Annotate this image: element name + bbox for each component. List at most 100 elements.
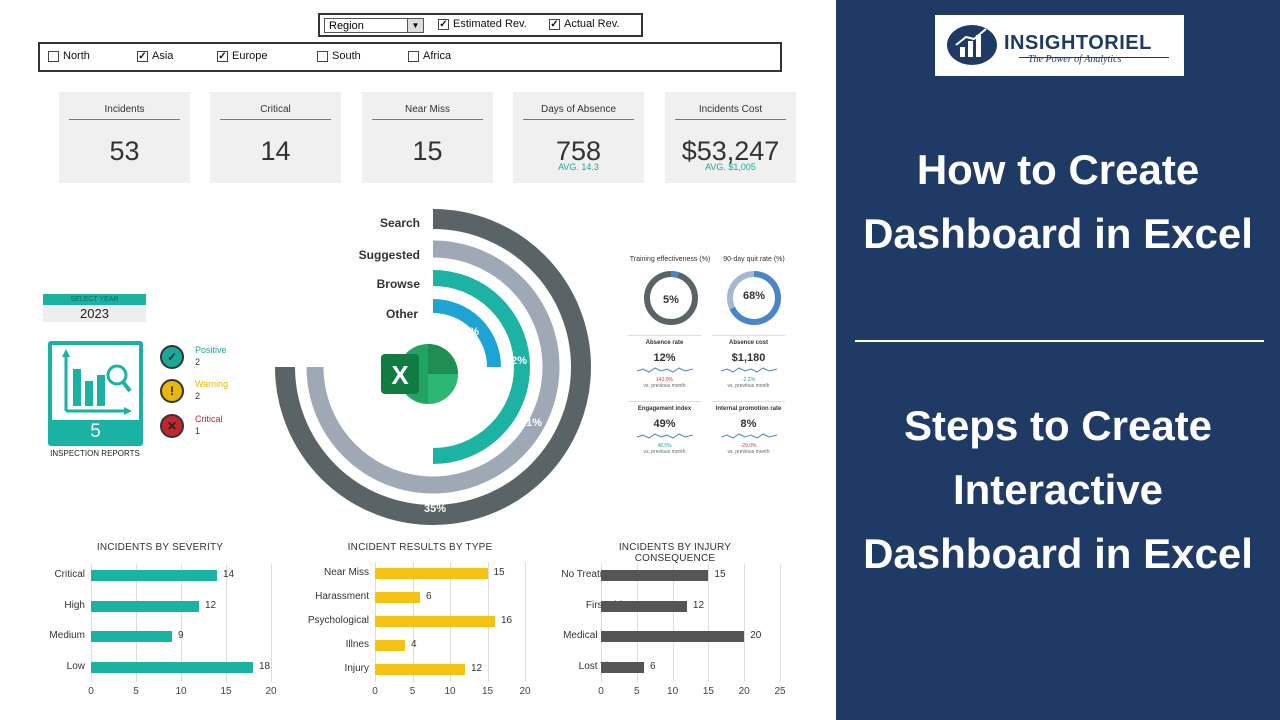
bar	[375, 640, 405, 651]
actual-rev-checkbox[interactable]: ✓ Actual Rev.	[549, 18, 619, 30]
kpi-card: Incidents 53	[59, 92, 190, 183]
donut-percent-other: 12%	[457, 326, 479, 338]
bar	[91, 631, 172, 642]
metric-title: Engagement index	[637, 406, 692, 412]
brand-name: INSIGHTORIEL	[1004, 32, 1152, 54]
bar	[375, 616, 495, 627]
checkbox-icon[interactable]: ✓	[217, 50, 228, 62]
region-checkbox-south[interactable]: South	[317, 50, 361, 62]
bar-value-label: 15	[714, 569, 726, 580]
metric-value: 12%	[653, 352, 676, 364]
kpi-card: Critical 14	[210, 92, 341, 183]
sparkline	[720, 367, 777, 373]
training-effectiveness-value: 5%	[663, 294, 679, 306]
metric-comparison: vs. previous month	[727, 383, 770, 389]
metric-card: Engagement index 49% 48.5% vs. previous mon…	[628, 401, 701, 464]
chevron-down-icon[interactable]: ▼	[407, 19, 423, 32]
metric-value: 8%	[740, 418, 757, 430]
metric-card: Absence rate 12% 142.0% vs. previous month	[628, 335, 701, 398]
category-label: Illnes	[345, 639, 369, 650]
bar-value-label: 6	[426, 591, 432, 602]
chart-title: INCIDENT RESULTS BY TYPE	[347, 542, 493, 553]
bar-value-label: 20	[750, 630, 762, 641]
inspection-label: INSPECTION REPORTS	[50, 449, 140, 458]
metric-value: 49%	[653, 418, 676, 430]
donut-percent-suggested: 31%	[520, 417, 542, 429]
bar	[375, 568, 488, 579]
gridline	[780, 564, 781, 682]
metric-delta: 142.0%	[656, 377, 673, 383]
status-count: 1	[195, 426, 201, 436]
kpi-label: Critical	[220, 104, 331, 120]
region-dropdown[interactable]: Region ▼	[324, 18, 424, 33]
metric-comparison: vs. previous month	[643, 383, 686, 389]
metric-title: Absence cost	[728, 340, 768, 346]
quit-rate-title: 90-day quit rate (%)	[723, 256, 785, 263]
metric-delta: -29.0%	[740, 443, 757, 449]
warning-circle-icon: !	[160, 379, 184, 403]
bar-value-label: 4	[411, 639, 417, 650]
bar	[91, 600, 199, 612]
checkbox-icon[interactable]: ✓	[137, 50, 148, 62]
kpi-label: Days of Absence	[523, 104, 634, 120]
kpi-value: 53	[109, 136, 140, 166]
subtitle-line-1: Steps to Create	[903, 402, 1213, 449]
kpi-value: 14	[260, 136, 291, 166]
training-gauge-fill	[670, 271, 680, 279]
dashboard-screenshot: Region ▼ ✓ Estimated Rev. ✓ Actual Rev. …	[38, 13, 796, 697]
metric-value: $1,180	[731, 352, 766, 364]
checkbox-icon[interactable]: ✓	[438, 18, 449, 30]
axis-tick-label: 20	[519, 686, 531, 697]
axis-tick-label: 5	[409, 686, 416, 697]
axis-tick-label: 15	[702, 686, 714, 697]
category-label: High	[64, 599, 85, 611]
region-label: North	[63, 50, 90, 62]
check-circle-icon: ✓	[160, 345, 184, 369]
svg-text:X: X	[391, 360, 409, 390]
gridline	[181, 564, 182, 682]
training-effectiveness-title: Training effectiveness (%)	[629, 256, 711, 263]
kpi-value: $53,247	[681, 136, 780, 166]
kpi-label: Incidents Cost	[675, 104, 786, 120]
gridline	[525, 562, 526, 682]
estimated-rev-checkbox[interactable]: ✓ Estimated Rev.	[438, 18, 527, 30]
select-year-value[interactable]: 2023	[43, 305, 146, 322]
bar	[601, 661, 644, 673]
donut-label-search: Search	[379, 216, 420, 230]
region-checkbox-africa[interactable]: Africa	[408, 50, 451, 62]
category-label: Near Miss	[323, 567, 369, 578]
region-checkbox-north[interactable]: North	[48, 50, 90, 62]
error-circle-icon: ✕	[160, 414, 184, 438]
region-dropdown-value: Region	[329, 20, 364, 32]
checkbox-icon[interactable]	[408, 50, 419, 62]
brand-tagline: The Power of Analytics	[1028, 54, 1122, 65]
axis-tick-label: 10	[667, 686, 679, 697]
axis-tick-label: 5	[634, 686, 640, 697]
donut-arc-suggested	[306, 240, 560, 494]
subtitle-line-2: Interactive	[952, 466, 1164, 513]
status-name: Critical	[195, 414, 223, 424]
region-checkbox-asia[interactable]: ✓ Asia	[137, 50, 173, 62]
gridline	[226, 564, 227, 682]
axis-tick-label: 10	[175, 686, 187, 697]
kpi-card: Days of Absence 758 AVG. 14.3	[513, 92, 644, 183]
checkbox-icon[interactable]	[48, 50, 59, 62]
category-label: Psychological	[307, 615, 369, 626]
kpi-average: AVG. 14.3	[558, 162, 599, 172]
bar	[375, 664, 465, 675]
gauge-charts	[644, 271, 781, 325]
excel-logo-icon: X	[378, 342, 460, 406]
quit-rate-value: 68%	[742, 290, 766, 302]
metric-card: Internal promotion rate 8% -29.0% vs. previ…	[712, 401, 785, 464]
gridline	[271, 564, 272, 682]
checkbox-icon[interactable]	[317, 50, 328, 62]
select-year-label: SELECT YEAR	[43, 294, 146, 305]
region-checkbox-europe[interactable]: ✓ Europe	[217, 50, 267, 62]
metric-title: Internal promotion rate	[715, 406, 782, 412]
category-label: Critical	[54, 569, 85, 580]
checkbox-icon[interactable]: ✓	[549, 18, 560, 30]
sparkline	[720, 433, 777, 439]
donut-percent-search: 35%	[424, 503, 446, 515]
region-label: Africa	[423, 50, 452, 62]
inspection-reports-card: 5	[48, 341, 143, 446]
